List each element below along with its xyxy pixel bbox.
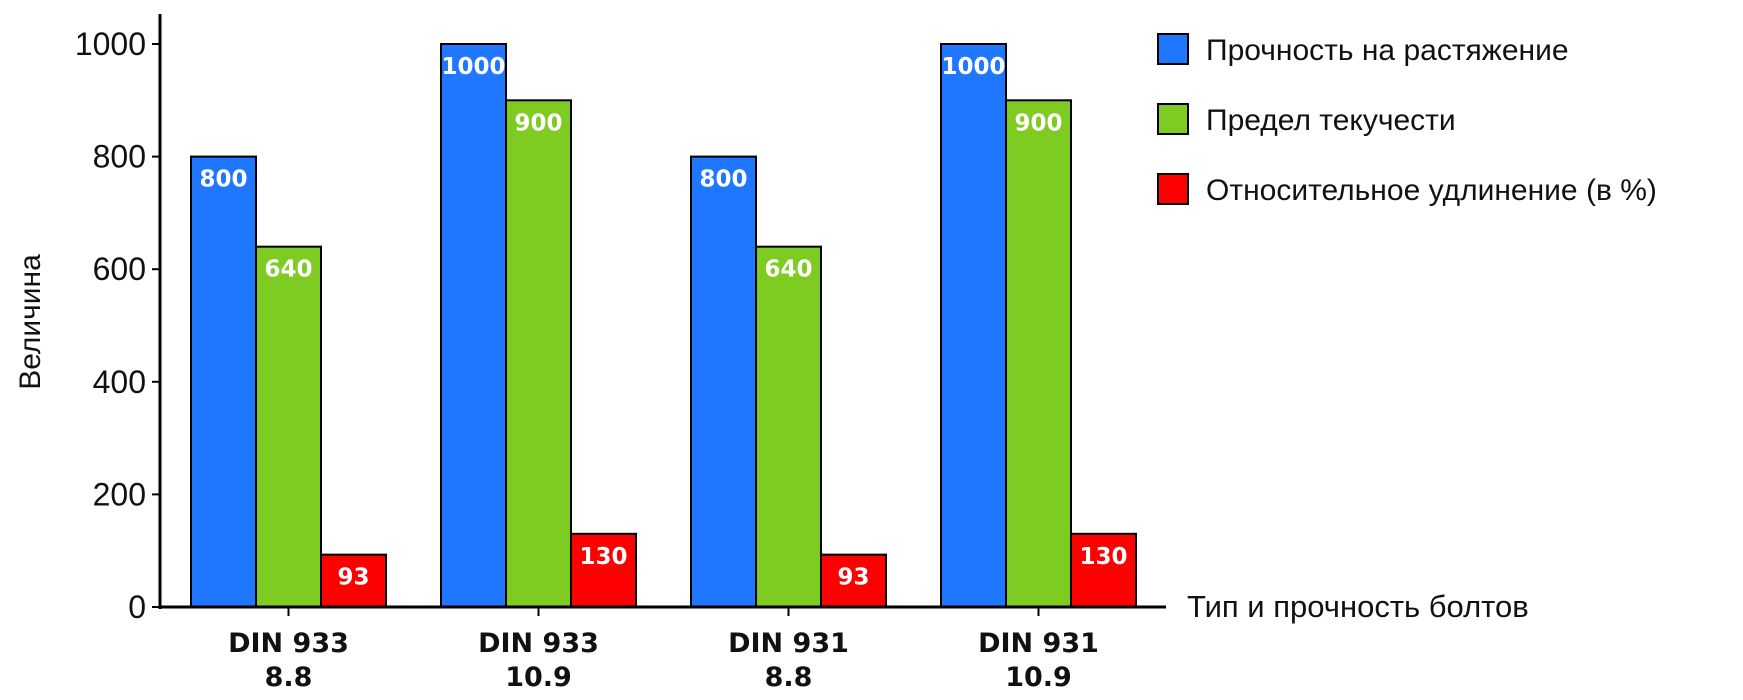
y-ticks-group: 0 200 400 600 800 1000: [75, 26, 160, 625]
bar-value-label: 640: [764, 257, 812, 283]
bar-1-2: [440, 43, 507, 608]
bar-value-label: 900: [1014, 110, 1062, 136]
bar-2-3: [755, 245, 822, 608]
y-tick-label: 0: [128, 589, 146, 625]
bar-value-label: 93: [837, 565, 869, 591]
bar-value-label: 640: [264, 257, 312, 283]
bar-3-4: [1070, 532, 1137, 608]
legend-label: Предел текучести: [1206, 104, 1456, 137]
x-axis-title: Тип и прочность болтов: [1187, 589, 1529, 624]
bar-2-4: [1005, 99, 1072, 609]
category-label-line2: 10.9: [505, 662, 572, 693]
category-label-line1: DIN 931: [728, 628, 849, 659]
bar-value-label: 93: [337, 565, 369, 591]
y-tick-label: 1000: [75, 26, 146, 62]
legend-swatch: [1157, 33, 1189, 65]
bar-value-label: 800: [699, 167, 747, 193]
bar-value-label: 1000: [941, 54, 1005, 80]
legend-label: Относительное удлинение (в %): [1206, 174, 1657, 207]
legend-swatch: [1157, 103, 1189, 135]
y-tick-label: 200: [93, 476, 146, 512]
bar-value-label: 1000: [441, 54, 505, 80]
y-tick-label: 400: [93, 364, 146, 400]
category-label-line2: 8.8: [265, 662, 313, 693]
y-axis-title: Величина: [14, 254, 47, 390]
bar-1-1: [190, 155, 257, 608]
category-label-line1: DIN 933: [478, 628, 599, 659]
legend-swatch: [1157, 173, 1189, 205]
bars-group: [190, 43, 1137, 609]
bar-value-label: 130: [579, 544, 627, 570]
y-tick-label: 600: [93, 251, 146, 287]
bar-3-1: [320, 553, 387, 608]
legend-label: Прочность на растяжение: [1206, 34, 1569, 67]
bar-3-2: [570, 532, 637, 608]
bar-2-2: [505, 99, 572, 609]
bar-labels-group: 800 640 93 1000 900 130 800 640 93 1000 900 130: [199, 54, 1127, 591]
legend: Прочность на растяжение Предел текучести О…: [1157, 33, 1657, 207]
y-tick-label: 800: [93, 139, 146, 175]
category-label-line2: 8.8: [765, 662, 813, 693]
bar-value-label: 130: [1079, 544, 1127, 570]
bar-value-label: 800: [199, 167, 247, 193]
category-label-line1: DIN 931: [978, 628, 1099, 659]
bar-2-1: [255, 245, 322, 608]
bar-value-label: 900: [514, 110, 562, 136]
bar-1-4: [940, 43, 1007, 608]
category-label-line1: DIN 933: [228, 628, 349, 659]
category-label-line2: 10.9: [1005, 662, 1072, 693]
bar-1-3: [690, 155, 757, 608]
